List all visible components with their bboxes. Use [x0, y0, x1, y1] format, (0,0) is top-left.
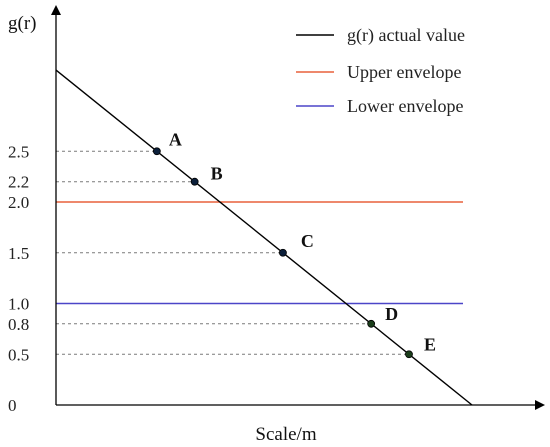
guide-lines — [56, 150, 409, 355]
y-tick-label: 0.8 — [8, 315, 29, 334]
point-label-d: D — [385, 304, 398, 324]
point-c — [279, 248, 287, 257]
legend-label: g(r) actual value — [347, 25, 465, 46]
y-axis-label: g(r) — [8, 13, 36, 34]
point-label-c: C — [301, 231, 314, 251]
y-tick-label: 0 — [8, 396, 17, 415]
y-tick-labels: 0 0.5 0.81.0 1.5 2.02.2 2.5 — [8, 142, 29, 415]
point-label-b: B — [211, 164, 223, 184]
legend: g(r) actual value Upper envelope Lower env… — [296, 25, 465, 116]
actual-value-line — [55, 69, 473, 406]
point-label-e: E — [424, 334, 436, 354]
legend-label: Lower envelope — [347, 96, 463, 116]
legend-label: Upper envelope — [347, 62, 461, 82]
point-b — [190, 177, 199, 186]
point-a — [152, 147, 161, 156]
y-tick-label: 1.0 — [8, 295, 29, 314]
series-line-actual — [55, 69, 473, 406]
y-tick-label: 2.5 — [8, 142, 29, 161]
y-tick-label: 0.5 — [8, 345, 29, 364]
point-label-a: A — [169, 129, 182, 149]
y-tick-label: 2.0 — [8, 193, 29, 212]
point-e — [405, 350, 413, 359]
y-tick-label: 2.2 — [8, 173, 29, 192]
envelope-lines — [56, 201, 463, 305]
point-d — [367, 319, 376, 328]
y-tick-label: 1.5 — [8, 244, 29, 263]
x-axis-label: Scale/m — [255, 424, 316, 445]
data-points: A B C D E — [152, 129, 436, 359]
